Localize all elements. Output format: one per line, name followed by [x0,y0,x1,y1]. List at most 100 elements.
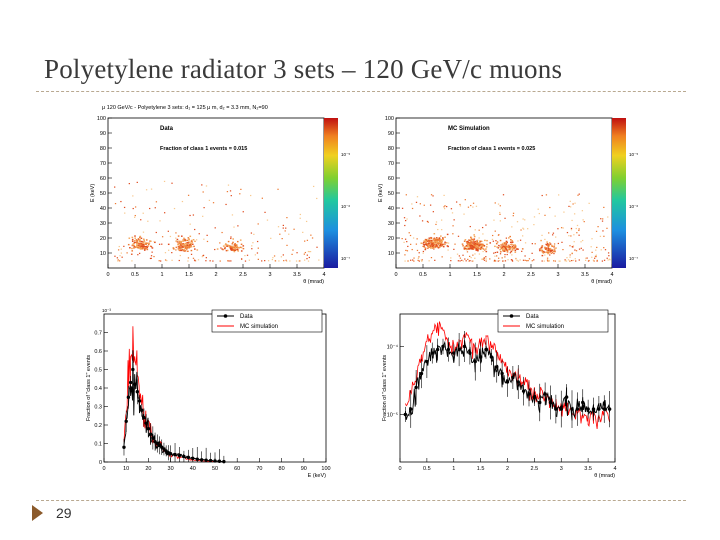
scatter-point [228,260,230,262]
scatter-point [219,260,221,262]
scatter-point [467,241,470,244]
scatter-point [553,250,555,253]
scatter-point [134,235,136,237]
scatter-point [463,240,466,242]
scatter-point [486,239,488,242]
scatter-point [244,260,247,262]
scatter-point [576,224,579,227]
scatter-point [272,257,274,259]
scatter-point [568,235,570,237]
scatter-point [593,260,595,262]
scatter-point [510,239,512,241]
scatter-point [114,186,116,188]
scatter-point [469,246,472,248]
data-point [148,432,153,436]
scatter-point [142,243,145,246]
scatter-point [459,260,461,262]
scatter-point [131,244,134,246]
scatter-point [415,201,418,203]
scatter-point [233,250,236,253]
scatter-point [468,260,470,262]
scatter-point [507,245,509,248]
scatter-point [521,235,524,237]
scatter-point [464,239,467,241]
scatter-point [185,248,188,250]
scatter-point [117,260,119,262]
scatter-point [180,244,182,246]
scatter-point [472,242,474,244]
scatter-point [555,236,557,238]
scatter-point [285,227,287,229]
scatter-point [443,206,445,208]
scatter-point [250,194,252,197]
scatter-point [190,253,193,255]
scatter-point [428,244,431,246]
scatter-point [511,247,513,249]
scatter-point [469,244,471,247]
scatter-point [502,247,505,249]
scatter-point [146,246,149,249]
scatter-point [447,249,449,251]
scatter-point [153,240,155,243]
scatter-point [194,228,196,231]
scatter-point [425,239,427,242]
scatter-point [439,244,442,246]
scatter-point [257,247,259,249]
y-axis-label: E (keV) [90,184,96,203]
data-point [581,400,585,405]
scatter-point [127,243,130,246]
scatter-point [234,245,237,248]
scatter-point [138,252,141,254]
scatter-point [195,239,198,241]
scatter-point [433,237,436,239]
scatter-point [495,242,498,245]
scatter-point [547,249,550,252]
scatter-point [248,259,251,261]
scatter-point [541,250,543,252]
data-scatter-plot: 0 0.5 1 1.5 2 2.5 3 3.5 4θ (mrad) E (keV) 10 20 30 40… [90,105,350,285]
scatter-point [470,243,473,246]
x-tick-label: 1.5 [477,466,485,472]
scatter-point [285,260,288,262]
scatter-point [415,243,418,245]
scatter-point [171,252,173,254]
scatter-point [494,202,496,204]
scatter-point [476,239,479,242]
scatter-point [405,249,407,252]
scatter-point [236,240,239,243]
scatter-point [527,260,529,262]
data-series [403,330,612,428]
scatter-point [493,259,496,261]
scatter-point [509,248,512,250]
scatter-point [469,239,471,242]
scatter-point [137,244,139,247]
scatter-point [514,245,517,247]
mc-series [405,321,610,430]
scatter-point [190,242,193,244]
scatter-point [212,202,215,204]
scatter-point [437,228,439,231]
scatter-point [423,241,426,243]
scatter-point [543,251,546,253]
scatter-point [257,223,259,225]
scatter-point [474,240,476,243]
scatter-point [271,258,274,261]
scatter-point [480,243,482,245]
scatter-point [230,236,232,238]
scatter-point [184,238,186,241]
scatter-point [440,235,442,237]
scatter-point [277,188,279,190]
scatter-point [235,243,238,246]
scatter-point [466,240,468,243]
data-point [137,399,142,403]
x-tick-label: 30 [168,466,174,472]
scatter-point [576,232,578,234]
scatter-point [557,242,560,245]
scatter-point [431,245,434,248]
data-point [538,400,542,405]
scatter-point [426,238,429,240]
scatter-point [537,208,539,210]
scatter-point [588,202,590,204]
scatter-point [191,243,194,245]
scatter-point [299,217,301,219]
